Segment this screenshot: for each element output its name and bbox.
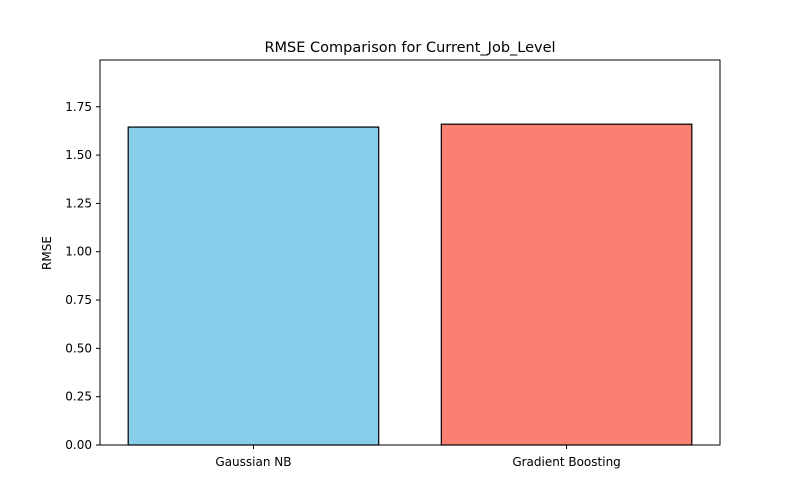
y-axis-label: RMSE — [40, 236, 54, 270]
x-tick-label: Gradient Boosting — [512, 455, 620, 469]
bar-gradient-boosting — [440, 123, 693, 446]
y-tick-label: 0.25 — [65, 390, 92, 404]
y-tick-label: 0.00 — [65, 438, 92, 452]
y-tick-label: 1.00 — [65, 245, 92, 259]
plot-area-frame — [99, 59, 721, 446]
y-tick-label: 1.50 — [65, 148, 92, 162]
chart-title: RMSE Comparison for Current_Job_Level — [264, 40, 555, 56]
x-axis-ticks: Gaussian NB Gradient Boosting — [215, 445, 621, 469]
y-tick-label: 0.50 — [65, 341, 92, 355]
bars-group — [127, 123, 693, 446]
x-tick-label: Gaussian NB — [215, 455, 291, 469]
y-tick-label: 1.75 — [65, 100, 92, 114]
y-axis-ticks: 0.00 0.25 0.50 0.75 1.00 1.25 1.50 1.75 — [65, 100, 100, 452]
bar-gaussian-nb — [127, 126, 380, 446]
y-tick-label: 0.75 — [65, 293, 92, 307]
y-tick-label: 1.25 — [65, 196, 92, 210]
